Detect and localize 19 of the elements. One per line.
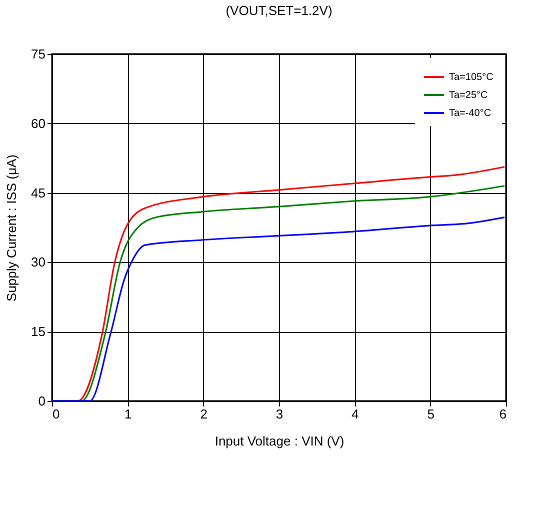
x-tick-label: 4 [352, 406, 359, 422]
y-tick-label: 60 [31, 116, 46, 131]
legend-label: Ta=-40°C [449, 108, 492, 119]
x-tick-label: 0 [52, 406, 60, 422]
y-axis-title: Supply Current : ISS (μA) [4, 154, 20, 302]
x-tick-label: 6 [499, 406, 506, 422]
legend-label: Ta=105°C [449, 72, 494, 83]
legend-label: Ta=25°C [449, 90, 488, 101]
y-tick-label: 30 [31, 254, 46, 270]
x-axis-title: Input Voltage : VIN (V) [214, 434, 344, 448]
x-tick-label: 5 [427, 406, 434, 422]
x-tick-label: 3 [276, 406, 284, 422]
chart-title: (VOUT,SET=1.2V) [226, 3, 332, 18]
y-tick-label: 45 [31, 185, 46, 200]
x-tick-label: 1 [124, 406, 132, 422]
y-tick-label: 15 [31, 324, 46, 340]
y-tick-label: 0 [38, 394, 46, 408]
y-tick-label: 75 [31, 46, 46, 62]
x-tick-label: 2 [200, 406, 208, 422]
